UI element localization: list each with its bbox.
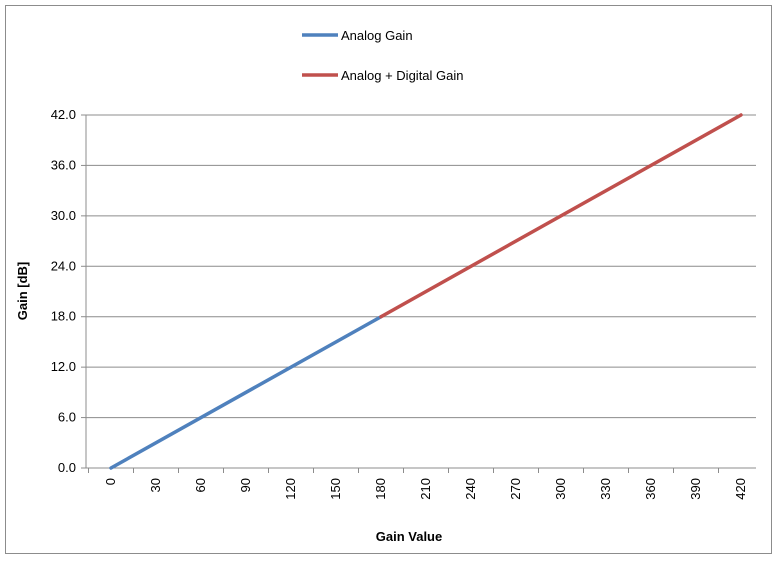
x-axis-title: Gain Value — [376, 529, 442, 544]
y-tick-label: 0.0 — [58, 460, 76, 475]
series-line-analog-gain — [109, 314, 383, 470]
y-axis-ticks: 0.0 6.0 12.0 18.0 24.0 30.0 36.0 42.0 — [51, 107, 86, 475]
y-tick-label: 36.0 — [51, 157, 76, 172]
legend: Analog Gain Analog + Digital Gain — [302, 28, 464, 83]
x-tick-label: 180 — [373, 478, 388, 500]
x-tick-label: 210 — [418, 478, 433, 500]
x-tick-label: 0 — [103, 478, 118, 485]
series-lines — [109, 113, 743, 470]
x-tick-label: 360 — [643, 478, 658, 500]
x-tick-label: 60 — [193, 478, 208, 492]
y-tick-label: 6.0 — [58, 410, 76, 425]
x-tick-label: 90 — [238, 478, 253, 492]
x-tick-label: 330 — [598, 478, 613, 500]
x-tick-label: 270 — [508, 478, 523, 500]
series-line-analog-digital-gain — [379, 113, 743, 319]
y-tick-label: 18.0 — [51, 309, 76, 324]
gridlines — [86, 114, 756, 419]
x-tick-label: 390 — [688, 478, 703, 500]
y-tick-label: 30.0 — [51, 208, 76, 223]
x-tick-label: 150 — [328, 478, 343, 500]
y-tick-label: 42.0 — [51, 107, 76, 122]
x-tick-label: 300 — [553, 478, 568, 500]
y-axis-title: Gain [dB] — [15, 262, 30, 321]
x-tick-label: 30 — [148, 478, 163, 492]
axes — [85, 115, 756, 469]
chart-frame — [5, 5, 772, 554]
x-tick-label: 420 — [733, 478, 748, 500]
y-tick-label: 24.0 — [51, 258, 76, 273]
x-tick-label: 120 — [283, 478, 298, 500]
y-tick-label: 12.0 — [51, 359, 76, 374]
legend-label-analog-digital-gain: Analog + Digital Gain — [341, 68, 464, 83]
x-tick-label: 240 — [463, 478, 478, 500]
legend-label-analog-gain: Analog Gain — [341, 28, 413, 43]
x-axis-ticks: 0 30 60 90 120 150 180 210 240 270 300 330 360 390 420 — [88, 468, 748, 500]
